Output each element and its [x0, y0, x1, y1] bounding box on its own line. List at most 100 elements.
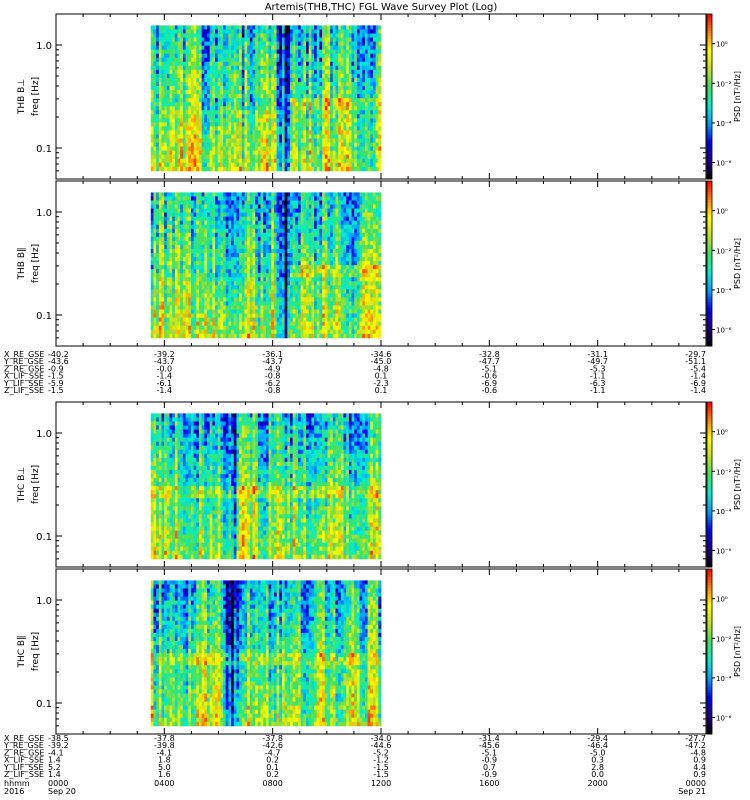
spectrogram-cell — [174, 216, 178, 222]
spectrogram-cell — [177, 154, 181, 160]
spectrogram-cell — [327, 154, 331, 160]
spectrogram-cell — [268, 333, 272, 339]
spectrogram-cell — [207, 33, 211, 38]
spectrogram-cell — [177, 81, 181, 87]
spectrogram-cell — [306, 158, 310, 164]
spectrogram-cell — [257, 236, 261, 242]
spectrogram-cell — [359, 45, 363, 51]
spectrogram-cell — [174, 317, 178, 323]
spectrogram-cell — [158, 313, 162, 319]
spectrogram-cell — [166, 158, 170, 164]
spectrogram-cell — [276, 41, 280, 46]
spectrogram-cell — [348, 118, 352, 123]
spectrogram-cell — [255, 37, 259, 42]
spectrogram-cell — [228, 333, 232, 339]
spectrogram-cell — [335, 81, 339, 87]
spectrogram-cell — [249, 216, 253, 222]
spectrogram-cell — [223, 248, 227, 254]
spectrogram-cell — [367, 29, 371, 34]
spectrogram-cell — [303, 146, 307, 152]
spectrogram-cell — [215, 49, 219, 55]
spectrogram-cell — [287, 98, 291, 103]
spectrogram-cell — [185, 305, 189, 310]
spectrogram-cell — [150, 53, 154, 59]
spectrogram-cell — [279, 216, 283, 222]
spectrogram-cell — [268, 285, 272, 290]
spectrogram-cell — [231, 321, 235, 327]
spectrogram-cell — [252, 240, 256, 246]
spectrogram-cell — [220, 81, 224, 87]
spectrogram-cell — [228, 81, 232, 87]
spectrogram-cell — [212, 98, 216, 103]
spectrogram-cell — [332, 90, 336, 95]
colorbar-tick-label: 10⁻² — [716, 80, 732, 88]
spectrogram-cell — [180, 236, 184, 242]
spectrogram-cell — [180, 118, 184, 123]
spectrogram-cell — [306, 69, 310, 75]
spectrogram-cell — [172, 333, 176, 339]
spectrogram-cell — [378, 29, 382, 34]
spectrogram-cell — [164, 126, 168, 131]
spectrogram-cell — [370, 57, 374, 63]
spectrogram-cell — [215, 73, 219, 79]
spectrogram-cell — [150, 106, 154, 111]
spectrogram-cell — [241, 228, 245, 234]
spectrogram-cell — [273, 200, 278, 205]
spectrogram-cell — [375, 158, 379, 164]
spectrogram-cell — [193, 244, 197, 250]
spectrogram-cell — [303, 102, 307, 107]
spectrogram-cell — [215, 293, 219, 298]
spectrogram-cell — [180, 146, 184, 152]
spectrogram-cell — [252, 281, 256, 286]
spectrogram-cell — [174, 333, 178, 339]
spectrogram-cell — [185, 232, 189, 238]
spectrogram-cell — [249, 297, 253, 302]
spectrogram-cell — [233, 29, 237, 34]
spectrogram-cell — [201, 106, 205, 111]
spectrogram-cell — [273, 192, 278, 197]
spectrogram-cell — [279, 228, 283, 234]
spectrogram-cell — [212, 228, 216, 234]
spectrogram-cell — [177, 236, 181, 242]
spectrogram-cell — [231, 86, 235, 91]
spectrogram-cell — [161, 154, 165, 160]
spectrogram-cell — [172, 309, 176, 314]
spectrogram-cell — [161, 244, 165, 250]
spectrogram-cell — [153, 110, 157, 115]
spectrogram-cell — [364, 106, 369, 111]
spectrogram-cell — [220, 313, 224, 319]
spectrogram-cell — [263, 273, 267, 278]
spectrogram-cell — [332, 146, 336, 152]
spectrogram-cell — [223, 25, 227, 30]
spectrogram-cell — [225, 224, 229, 230]
spectrogram-cell — [177, 162, 181, 168]
spectrogram-cell — [303, 94, 307, 99]
spectrogram-cell — [207, 261, 211, 266]
spectrogram-cell — [284, 126, 288, 131]
spectrogram-cell — [212, 86, 216, 91]
spectrogram-cell — [273, 313, 278, 319]
spectrogram-cell — [150, 192, 154, 197]
spectrogram-cell — [156, 114, 160, 119]
spectrogram-cell — [177, 94, 181, 99]
spectrogram-cell — [188, 77, 192, 83]
spectrogram-cell — [212, 41, 216, 46]
spectrogram-cell — [228, 313, 232, 319]
spectrogram-cell — [207, 313, 211, 319]
spectrogram-cell — [375, 86, 379, 91]
spectrogram-cell — [295, 162, 299, 168]
spectrogram-cell — [164, 77, 168, 83]
spectrogram-cell — [319, 86, 323, 91]
spectrogram-cell — [255, 248, 259, 254]
spectrogram-cell — [204, 212, 208, 218]
spectrogram-cell — [265, 162, 269, 168]
spectrogram-cell — [252, 261, 256, 266]
spectrogram-cell — [231, 200, 235, 205]
spectrogram-cell — [287, 41, 291, 46]
spectrogram-cell — [239, 329, 243, 335]
spectrogram-cell — [177, 61, 181, 67]
spectrogram-cell — [193, 162, 197, 168]
spectrogram-cell — [260, 61, 264, 67]
spectrogram-cell — [295, 86, 299, 91]
spectrogram-cell — [378, 25, 382, 30]
